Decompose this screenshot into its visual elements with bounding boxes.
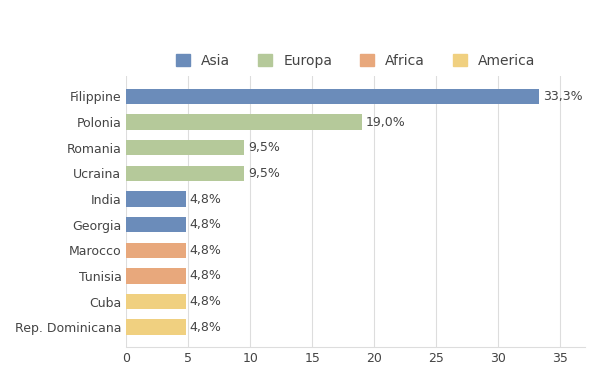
- Text: 4,8%: 4,8%: [190, 244, 221, 257]
- Bar: [127, 140, 244, 155]
- Bar: [127, 242, 186, 258]
- Bar: [127, 191, 186, 207]
- Text: 4,8%: 4,8%: [190, 193, 221, 206]
- Text: 19,0%: 19,0%: [365, 116, 406, 128]
- Legend: Asia, Europa, Africa, America: Asia, Europa, Africa, America: [171, 48, 541, 73]
- Text: 9,5%: 9,5%: [248, 167, 280, 180]
- Text: 9,5%: 9,5%: [248, 141, 280, 154]
- Text: 4,8%: 4,8%: [190, 269, 221, 282]
- Text: 4,8%: 4,8%: [190, 295, 221, 308]
- Bar: [127, 114, 362, 130]
- Text: 4,8%: 4,8%: [190, 218, 221, 231]
- Text: 4,8%: 4,8%: [190, 321, 221, 334]
- Bar: [127, 320, 186, 335]
- Bar: [127, 268, 186, 283]
- Bar: [127, 89, 539, 104]
- Text: 33,3%: 33,3%: [543, 90, 583, 103]
- Bar: [127, 217, 186, 232]
- Bar: [127, 166, 244, 181]
- Bar: [127, 294, 186, 309]
